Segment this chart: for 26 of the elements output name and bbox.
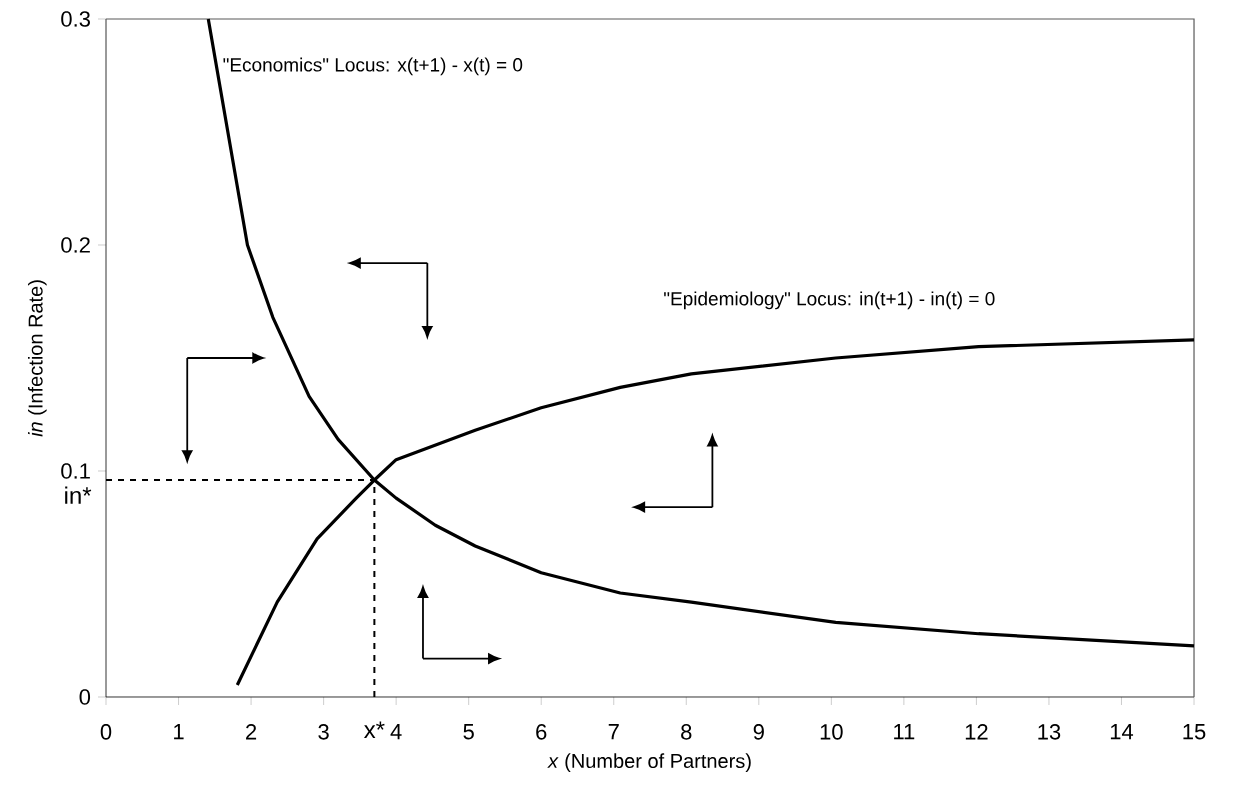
x-tick-label: 2 — [246, 724, 257, 740]
y-tick-label: 0.1 — [61, 463, 90, 479]
x-tick-label: 3 — [318, 724, 329, 740]
x-tick-label: 12 — [965, 724, 988, 740]
series-label: "Economics" Locus: x(t+1) - x(t) = 0 — [223, 57, 523, 76]
x-tick-label: 8 — [681, 724, 692, 740]
x-tick-label: 0 — [100, 724, 112, 740]
x-tick-label: 10 — [820, 724, 843, 740]
y-tick-label: 0.2 — [61, 237, 90, 253]
annotation: in* — [65, 486, 92, 504]
x-tick-label: 7 — [608, 724, 619, 740]
y-tick-label: 0.3 — [61, 11, 90, 27]
x-tick-label: 5 — [463, 724, 474, 740]
x-tick-label: 1 — [174, 724, 184, 740]
y-tick-label: 0 — [79, 689, 91, 705]
x-tick-label: 9 — [753, 724, 764, 740]
x-tick-label: 15 — [1183, 724, 1206, 740]
y-axis-title: in (Infection Rate) — [27, 280, 47, 437]
x-tick-label: 14 — [1110, 724, 1134, 740]
x-tick-label: 13 — [1038, 724, 1061, 740]
series-label: "Epidemiology" Locus: in(t+1) - in(t) = 0 — [664, 291, 995, 310]
x-tick-label: 11 — [894, 724, 915, 740]
x-axis-title: x (Number of Partners) — [547, 753, 751, 773]
annotation: x* — [363, 721, 385, 738]
x-tick-label: 6 — [536, 724, 547, 740]
x-tick-label: 4 — [390, 724, 402, 740]
